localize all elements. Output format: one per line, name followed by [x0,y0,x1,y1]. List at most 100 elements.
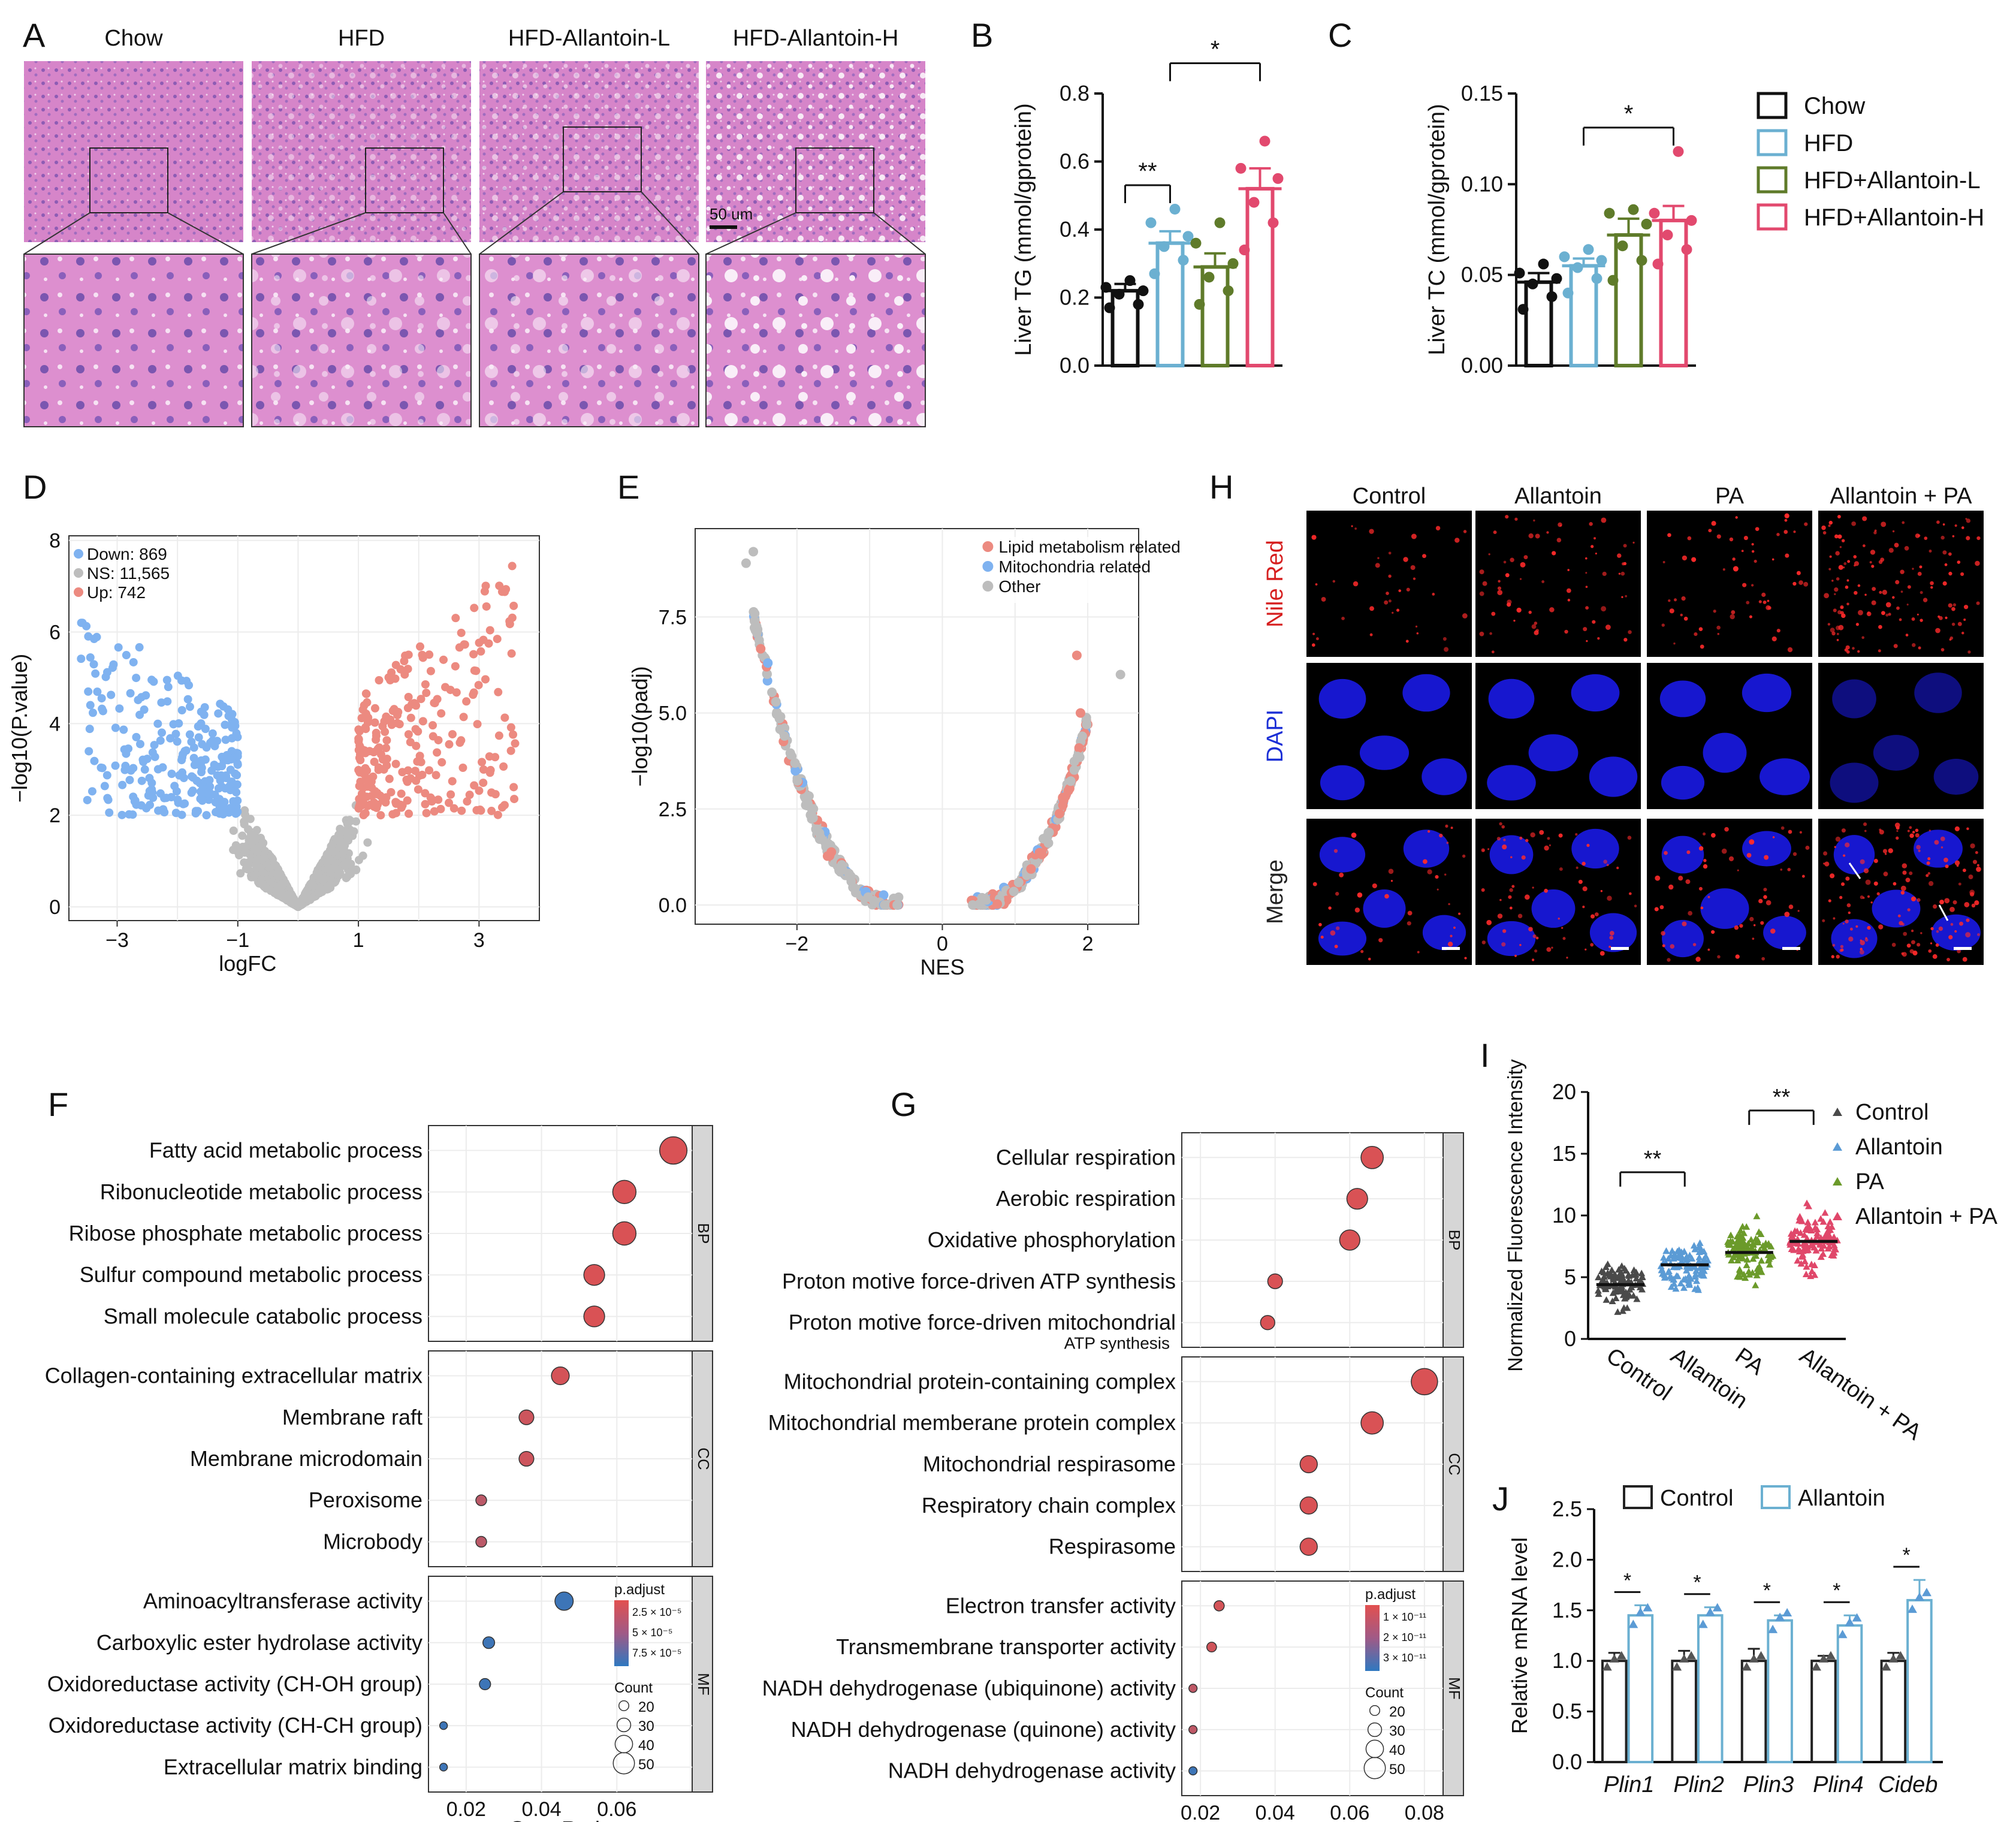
lipid-droplet [1728,856,1734,861]
colorbar-tick-label: 5 × 10⁻⁵ [632,1627,673,1639]
lipid-droplet [1562,937,1566,940]
lipid-droplet [1945,616,1948,619]
panel-letter: C [1328,16,1352,54]
lipid-droplet [1541,580,1545,583]
cell-point [1766,1253,1774,1260]
legend-label: Up: 742 [87,583,146,602]
nucleus [1742,673,1792,713]
lipid-droplet [1845,919,1849,924]
volcano-point-down [214,709,223,718]
lipid-droplet [1481,849,1485,852]
lipid-droplet [1974,900,1979,906]
y-tick-label: 2.5 [659,798,687,821]
lipid-droplet [1763,888,1767,892]
volcano-point-down [175,771,184,780]
lipid-droplet [1801,874,1805,878]
zoom-connector-line [167,212,244,255]
lipid-droplet [1315,583,1318,586]
legend-label: PA [1855,1169,1885,1194]
volcano-point-down [204,795,213,804]
lipid-droplet [1534,622,1538,625]
cell-point [1766,1260,1774,1268]
lipid-droplet [1713,610,1716,613]
volcano-point-ns [240,806,249,815]
lipid-droplet [1585,586,1588,589]
x-tick-label: 0.06 [597,1798,636,1821]
lipid-droplet [1392,611,1394,614]
volcano-point-down [162,675,171,684]
data-point [1272,173,1284,184]
volcano-point-down [185,702,194,711]
data-point [1616,1651,1626,1660]
lipid-droplet [1505,515,1509,519]
go-term-label: Membrane microdomain [190,1446,422,1471]
lipid-droplet [1912,643,1916,647]
cell-point [1612,1295,1620,1302]
panel-letter: H [1209,468,1233,506]
enrichment-dot [583,1305,605,1328]
gsea-point [1038,834,1048,844]
lipid-droplet [1876,892,1880,895]
nucleus [1320,765,1365,801]
volcano-point-up [509,730,518,739]
lipid-droplet [1509,906,1513,910]
go-term-label: Extracellular matrix binding [164,1754,422,1779]
lipid-droplet [1909,826,1912,829]
go-term-label: Membrane raft [282,1405,422,1429]
volcano-point-up [397,789,406,798]
lipid-droplet [1965,932,1971,938]
volcano-point-up [391,674,400,683]
x-tick-label: Cideb [1878,1772,1937,1797]
lipid-droplet [1915,533,1920,538]
cell-point [1688,1263,1696,1270]
y-axis-label: Relative mRNA level [1507,1537,1532,1734]
lipid-droplet [1462,854,1466,858]
cell-point [1693,1277,1701,1284]
volcano-point-up [476,647,485,656]
cell-point [1608,1297,1616,1304]
cell-point [1595,1290,1602,1297]
volcano-point-up [404,730,413,739]
volcano-point-down [132,674,141,683]
nucleus [1703,732,1747,773]
lipid-droplet [1893,644,1898,648]
lipid-droplet [1388,551,1392,555]
lipid-droplet [1368,957,1371,961]
nucleus [1488,678,1535,719]
lipid-droplet [1755,527,1760,531]
volcano-point-up [437,758,446,767]
lipid-droplet [1594,537,1596,540]
volcano-point-up [474,681,483,690]
lipid-droplet [1928,949,1932,953]
cell-point [1740,1229,1748,1236]
lipid-droplet [1915,833,1920,838]
lipid-droplet [1892,530,1895,533]
lipid-droplet [1551,946,1553,949]
x-axis-label: GeneRatio [1261,1820,1364,1822]
data-point [1169,203,1181,215]
lipid-droplet [1532,886,1534,889]
colorbar-tick-label: 1 × 10⁻¹¹ [1383,1611,1426,1623]
legend-marker [74,568,83,578]
data-point [1124,275,1136,286]
lipid-droplet [1547,837,1550,840]
cell-point [1624,1290,1632,1298]
lipid-droplet [1450,934,1453,937]
zoom-connector-line [641,191,699,255]
zoom-connector-line [705,212,796,255]
lipid-droplet [1896,826,1900,830]
microscopy-row-label: Nile Red [1263,540,1288,628]
lipid-droplet [1900,569,1905,574]
cell-point [1678,1254,1686,1261]
cell-point [1807,1260,1815,1268]
volcano-point-ns [246,829,255,838]
lipid-droplet [1920,932,1923,934]
lipid-droplet [1879,590,1882,594]
lipid-droplet [1863,544,1866,547]
cell-point [1749,1239,1757,1247]
lipid-droplet [1739,924,1743,928]
legend-swatch [1757,129,1788,156]
lipid-droplet [1896,829,1899,832]
lipid-droplet [1746,853,1752,858]
lipid-droplet [1902,521,1905,524]
